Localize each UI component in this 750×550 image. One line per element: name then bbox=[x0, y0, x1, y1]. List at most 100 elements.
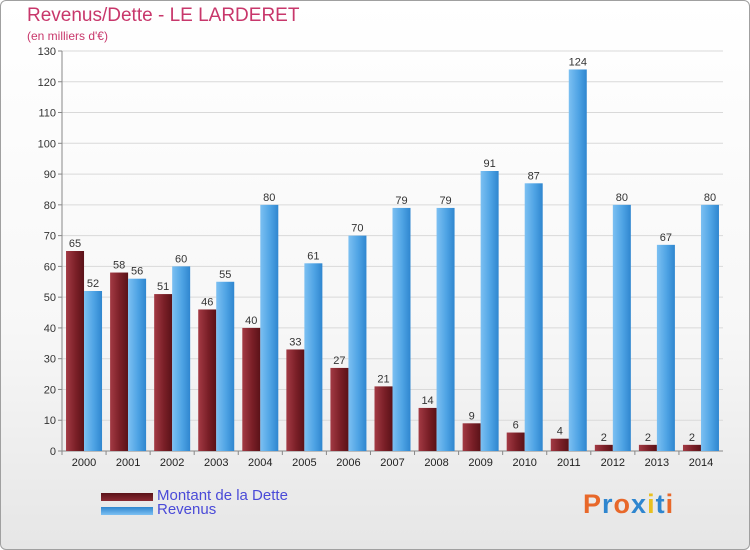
data-label-revenus-2010: 87 bbox=[528, 170, 540, 182]
y-tick-label-10: 10 bbox=[44, 415, 56, 427]
bar-debt-2004 bbox=[242, 327, 261, 451]
bar-debt-2006 bbox=[330, 367, 349, 451]
legend-swatch-debt bbox=[101, 493, 153, 501]
bar-revenus-2012 bbox=[612, 204, 631, 451]
y-tick-label-90: 90 bbox=[44, 169, 56, 181]
data-label-debt-2007: 21 bbox=[377, 373, 389, 385]
bar-revenus-2008 bbox=[436, 207, 455, 451]
logo-letter: r bbox=[602, 489, 614, 519]
bar-revenus-2009 bbox=[480, 171, 499, 451]
bar-debt-2003 bbox=[198, 309, 217, 451]
x-tick-label-2011: 2011 bbox=[557, 457, 581, 469]
y-tick-label-120: 120 bbox=[38, 77, 56, 89]
x-tick-label-2005: 2005 bbox=[292, 457, 316, 469]
data-label-revenus-2012: 80 bbox=[616, 192, 628, 204]
data-label-debt-2014: 2 bbox=[689, 432, 695, 444]
bar-debt-2014 bbox=[682, 444, 701, 451]
logo-letter: t bbox=[655, 489, 666, 519]
bar-revenus-2007 bbox=[392, 207, 411, 451]
y-tick-label-110: 110 bbox=[38, 108, 56, 120]
bar-debt-2011 bbox=[550, 438, 569, 451]
bar-debt-2010 bbox=[506, 432, 525, 451]
x-tick-label-2006: 2006 bbox=[336, 457, 360, 469]
x-tick-label-2004: 2004 bbox=[248, 457, 272, 469]
data-label-revenus-2003: 55 bbox=[219, 269, 231, 281]
bar-revenus-2011 bbox=[568, 69, 587, 451]
x-tick-label-2008: 2008 bbox=[424, 457, 448, 469]
data-label-revenus-2009: 91 bbox=[484, 158, 496, 170]
logo-letter: i bbox=[647, 489, 656, 519]
x-tick-label-2002: 2002 bbox=[160, 457, 184, 469]
bar-revenus-2001 bbox=[128, 278, 147, 451]
data-label-debt-2006: 27 bbox=[333, 355, 345, 367]
bar-revenus-2003 bbox=[216, 281, 235, 451]
bar-debt-2013 bbox=[638, 444, 657, 451]
data-label-revenus-2014: 80 bbox=[704, 192, 716, 204]
data-label-debt-2013: 2 bbox=[645, 432, 651, 444]
x-tick-label-2009: 2009 bbox=[468, 457, 492, 469]
y-tick-label-0: 0 bbox=[50, 446, 56, 458]
bar-revenus-2002 bbox=[172, 266, 191, 451]
x-tick-label-2010: 2010 bbox=[512, 457, 536, 469]
data-label-revenus-2013: 67 bbox=[660, 232, 672, 244]
bar-debt-2009 bbox=[462, 423, 481, 451]
y-tick-label-100: 100 bbox=[38, 138, 56, 150]
data-label-revenus-2005: 61 bbox=[307, 250, 319, 262]
y-tick-label-50: 50 bbox=[44, 292, 56, 304]
y-tick-label-60: 60 bbox=[44, 261, 56, 273]
data-label-debt-2011: 4 bbox=[557, 426, 563, 438]
x-tick-label-2000: 2000 bbox=[72, 457, 96, 469]
data-label-revenus-2008: 79 bbox=[439, 195, 451, 207]
bar-debt-2001 bbox=[110, 272, 129, 451]
data-label-revenus-2004: 80 bbox=[263, 192, 275, 204]
x-tick-label-2014: 2014 bbox=[689, 457, 713, 469]
data-label-debt-2002: 51 bbox=[157, 281, 169, 293]
bar-revenus-2004 bbox=[260, 204, 279, 451]
y-tick-label-70: 70 bbox=[44, 231, 56, 243]
chart-title: Revenus/Dette - LE LARDERET bbox=[27, 5, 300, 26]
y-tick-label-20: 20 bbox=[44, 384, 56, 396]
x-tick-label-2001: 2001 bbox=[116, 457, 140, 469]
y-tick-label-30: 30 bbox=[44, 354, 56, 366]
data-label-debt-2008: 14 bbox=[421, 395, 433, 407]
legend-swatch-revenus bbox=[101, 507, 153, 515]
bar-revenus-2005 bbox=[304, 263, 323, 451]
data-label-debt-2003: 46 bbox=[201, 296, 213, 308]
bar-debt-2007 bbox=[374, 386, 393, 451]
data-label-debt-2001: 58 bbox=[113, 260, 125, 272]
data-label-debt-2004: 40 bbox=[245, 315, 257, 327]
proxiti-logo: Proxiti bbox=[583, 489, 674, 520]
data-label-debt-2005: 33 bbox=[289, 336, 301, 348]
data-label-debt-2010: 6 bbox=[513, 420, 519, 432]
y-tick-label-80: 80 bbox=[44, 200, 56, 212]
data-label-revenus-2011: 124 bbox=[569, 56, 587, 68]
bar-debt-2002 bbox=[154, 294, 173, 451]
data-label-debt-2012: 2 bbox=[601, 432, 607, 444]
legend-label-debt: Montant de la Dette bbox=[157, 487, 288, 504]
chart-subtitle: (en milliers d'€) bbox=[27, 29, 108, 43]
x-tick-label-2013: 2013 bbox=[645, 457, 669, 469]
data-label-debt-2000: 65 bbox=[69, 238, 81, 250]
data-label-debt-2009: 9 bbox=[469, 410, 475, 422]
bar-debt-2005 bbox=[286, 349, 305, 451]
data-label-revenus-2001: 56 bbox=[131, 266, 143, 278]
data-label-revenus-2006: 70 bbox=[351, 223, 363, 235]
bar-revenus-2000 bbox=[84, 291, 103, 451]
x-tick-label-2007: 2007 bbox=[380, 457, 404, 469]
x-tick-label-2012: 2012 bbox=[601, 457, 625, 469]
y-tick-label-40: 40 bbox=[44, 323, 56, 335]
data-label-revenus-2007: 79 bbox=[395, 195, 407, 207]
legend-label-revenus: Revenus bbox=[157, 501, 217, 518]
bar-debt-2000 bbox=[66, 251, 85, 451]
bar-revenus-2014 bbox=[700, 204, 719, 451]
logo-letter: P bbox=[583, 489, 603, 519]
data-label-revenus-2002: 60 bbox=[175, 253, 187, 265]
bar-debt-2012 bbox=[594, 444, 613, 451]
logo-letter: x bbox=[631, 489, 648, 519]
bar-revenus-2006 bbox=[348, 235, 367, 451]
data-label-revenus-2000: 52 bbox=[87, 278, 99, 290]
x-tick-label-2003: 2003 bbox=[204, 457, 228, 469]
bar-debt-2008 bbox=[418, 407, 437, 451]
